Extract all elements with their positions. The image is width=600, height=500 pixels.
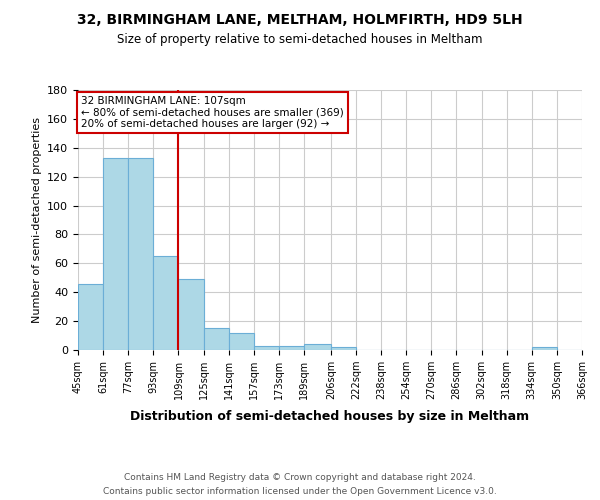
Bar: [78, 284, 103, 350]
Bar: [532, 347, 557, 350]
Bar: [128, 158, 154, 350]
Text: Contains public sector information licensed under the Open Government Licence v3: Contains public sector information licen…: [103, 488, 497, 496]
Bar: [304, 344, 331, 350]
Text: Contains HM Land Registry data © Crown copyright and database right 2024.: Contains HM Land Registry data © Crown c…: [124, 472, 476, 482]
X-axis label: Distribution of semi-detached houses by size in Meltham: Distribution of semi-detached houses by …: [130, 410, 530, 424]
Text: 32, BIRMINGHAM LANE, MELTHAM, HOLMFIRTH, HD9 5LH: 32, BIRMINGHAM LANE, MELTHAM, HOLMFIRTH,…: [77, 12, 523, 26]
Text: 32 BIRMINGHAM LANE: 107sqm
← 80% of semi-detached houses are smaller (369)
20% o: 32 BIRMINGHAM LANE: 107sqm ← 80% of semi…: [81, 96, 344, 129]
Text: Size of property relative to semi-detached houses in Meltham: Size of property relative to semi-detach…: [117, 32, 483, 46]
Bar: [229, 332, 254, 350]
Bar: [103, 158, 128, 350]
Bar: [254, 346, 279, 350]
Bar: [279, 346, 304, 350]
Y-axis label: Number of semi-detached properties: Number of semi-detached properties: [32, 117, 41, 323]
Bar: [154, 256, 178, 350]
Bar: [331, 347, 356, 350]
Bar: [178, 279, 203, 350]
Bar: [203, 328, 229, 350]
